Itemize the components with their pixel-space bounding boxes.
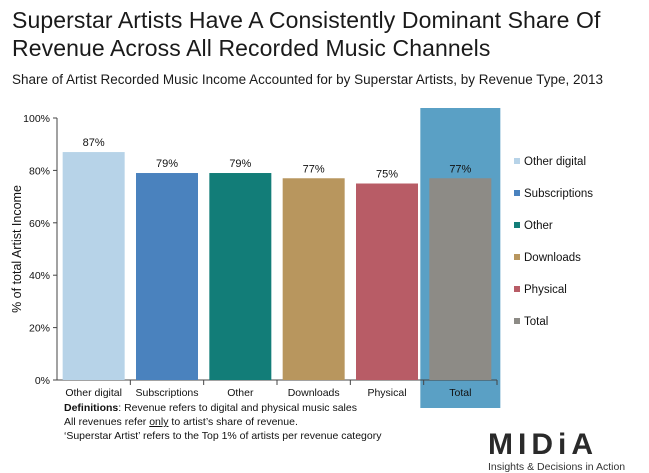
legend-swatch — [514, 254, 520, 260]
definitions-line-2: All revenues refer only to artist’s shar… — [64, 415, 484, 429]
y-tick-label: 60% — [29, 218, 50, 230]
definitions-note: Definitions: Revenue refers to digital a… — [64, 401, 484, 443]
logo-tagline: Insights & Decisions in Action — [488, 461, 626, 473]
data-label: 77% — [449, 163, 471, 175]
data-label: 77% — [303, 163, 325, 175]
y-tick-label: 80% — [29, 165, 50, 177]
bar-subscriptions — [136, 173, 198, 380]
y-tick-label: 20% — [29, 323, 50, 335]
legend-entry: Total — [524, 316, 548, 328]
midia-logo: MIDiA Insights & Decisions in Action — [488, 430, 638, 473]
legend-swatch — [514, 286, 520, 292]
legend-entry: Physical — [524, 284, 567, 296]
definitions-line-3: ‘Superstar Artist’ refers to the Top 1% … — [64, 430, 382, 442]
bar-physical — [356, 183, 418, 380]
y-axis-title: % of total Artist Income — [10, 185, 24, 313]
bar-downloads — [282, 178, 345, 380]
definitions-line-2-emph: only — [149, 416, 169, 428]
bar-total — [429, 178, 492, 380]
definitions-line-2-pre: All revenues refer — [64, 416, 150, 428]
x-tick-label: Downloads — [288, 387, 340, 399]
definitions-line-1-text: : Revenue refers to digital and physical… — [118, 402, 357, 414]
legend-swatch — [514, 222, 520, 228]
y-tick-label: 0% — [35, 375, 50, 387]
data-label: 79% — [229, 158, 251, 170]
definitions-line-2-post: to artist’s share of revenue. — [168, 416, 298, 428]
chart-title: Superstar Artists Have A Consistently Do… — [12, 7, 601, 61]
definitions-lead: Definitions — [64, 402, 119, 414]
legend-entry: Downloads — [524, 252, 581, 264]
legend-swatch — [514, 190, 520, 196]
x-tick-label: Other — [227, 387, 254, 399]
legend-entry: Other digital — [524, 156, 586, 168]
x-tick-label: Total — [449, 387, 471, 399]
data-label: 75% — [376, 169, 398, 181]
y-tick-label: 100% — [23, 113, 50, 125]
logo-wordmark: MIDiA — [488, 428, 598, 461]
definitions-line-1: Definitions: Revenue refers to digital a… — [64, 401, 484, 415]
x-tick-label: Subscriptions — [135, 387, 198, 399]
legend-swatch — [514, 318, 520, 324]
data-label: 87% — [83, 137, 105, 149]
bar-other — [209, 173, 272, 380]
bar-other-digital — [62, 152, 125, 380]
legend-entry: Other — [524, 220, 553, 232]
x-tick-label: Physical — [367, 387, 406, 399]
y-tick-label: 40% — [29, 270, 50, 282]
x-tick-label: Other digital — [65, 387, 122, 399]
data-label: 79% — [156, 158, 178, 170]
legend-swatch — [514, 158, 520, 164]
legend-entry: Subscriptions — [524, 188, 593, 200]
chart-subtitle: Share of Artist Recorded Music Income Ac… — [12, 72, 604, 87]
